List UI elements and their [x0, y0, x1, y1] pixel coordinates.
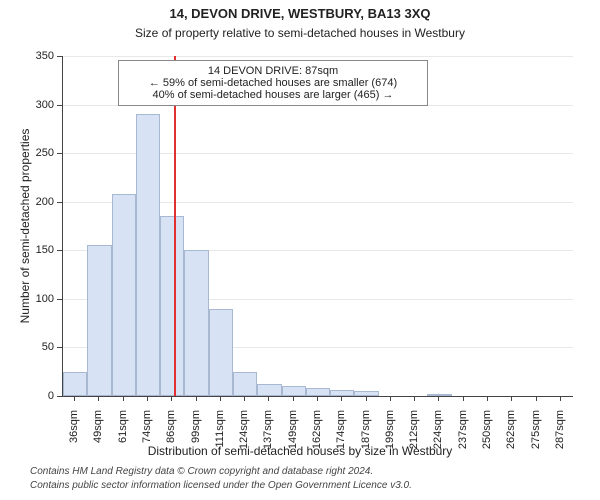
- histogram-bar: [87, 245, 111, 396]
- y-tick-mark: [57, 56, 62, 57]
- x-tick-label: 137sqm: [262, 410, 274, 454]
- y-tick-label: 50: [26, 341, 54, 353]
- y-tick-mark: [57, 250, 62, 251]
- y-tick-label: 250: [26, 147, 54, 159]
- chart-title-address: 14, DEVON DRIVE, WESTBURY, BA13 3XQ: [0, 6, 600, 21]
- annotation-box: 14 DEVON DRIVE: 87sqm← 59% of semi-detac…: [118, 60, 428, 106]
- footer-line-1: Contains HM Land Registry data © Crown c…: [30, 466, 373, 477]
- x-tick-label: 250sqm: [481, 410, 493, 454]
- histogram-bar: [233, 372, 257, 396]
- histogram-bar: [306, 388, 330, 396]
- x-tick-mark: [244, 396, 245, 401]
- histogram-bar: [160, 216, 184, 396]
- y-tick-mark: [57, 202, 62, 203]
- y-tick-label: 100: [26, 293, 54, 305]
- histogram-bar: [209, 309, 233, 396]
- x-tick-mark: [268, 396, 269, 401]
- x-tick-mark: [74, 396, 75, 401]
- y-tick-label: 350: [26, 50, 54, 62]
- x-tick-mark: [536, 396, 537, 401]
- y-tick-label: 200: [26, 196, 54, 208]
- annotation-line: ← 59% of semi-detached houses are smalle…: [127, 77, 419, 89]
- histogram-bar: [136, 114, 160, 396]
- chart-title-subtitle: Size of property relative to semi-detach…: [0, 26, 600, 40]
- x-tick-mark: [123, 396, 124, 401]
- x-tick-label: 199sqm: [384, 410, 396, 454]
- x-tick-label: 49sqm: [92, 410, 104, 454]
- histogram-bar: [112, 194, 136, 396]
- x-tick-mark: [317, 396, 318, 401]
- x-tick-label: 111sqm: [214, 410, 226, 454]
- footer-line-2: Contains public sector information licen…: [30, 480, 412, 491]
- x-tick-label: 124sqm: [238, 410, 250, 454]
- x-tick-mark: [147, 396, 148, 401]
- y-tick-label: 300: [26, 99, 54, 111]
- histogram-bar: [282, 386, 306, 396]
- x-tick-label: 61sqm: [117, 410, 129, 454]
- histogram-bar: [184, 250, 208, 396]
- histogram-bar: [354, 391, 378, 396]
- histogram-bar: [63, 372, 87, 396]
- histogram-bar: [257, 384, 281, 396]
- x-tick-mark: [390, 396, 391, 401]
- x-tick-label: 275sqm: [530, 410, 542, 454]
- x-tick-mark: [487, 396, 488, 401]
- x-tick-mark: [366, 396, 367, 401]
- y-tick-mark: [57, 347, 62, 348]
- chart-container: 14, DEVON DRIVE, WESTBURY, BA13 3XQ Size…: [0, 0, 600, 500]
- x-tick-mark: [171, 396, 172, 401]
- annotation-line: 40% of semi-detached houses are larger (…: [127, 89, 419, 101]
- x-tick-mark: [196, 396, 197, 401]
- marker-line: [174, 56, 176, 396]
- x-tick-mark: [293, 396, 294, 401]
- histogram-bar: [427, 394, 451, 396]
- x-tick-label: 99sqm: [190, 410, 202, 454]
- annotation-line: 14 DEVON DRIVE: 87sqm: [127, 65, 419, 77]
- y-tick-mark: [57, 396, 62, 397]
- x-tick-mark: [560, 396, 561, 401]
- y-tick-label: 0: [26, 390, 54, 402]
- y-tick-label: 150: [26, 244, 54, 256]
- x-tick-mark: [98, 396, 99, 401]
- histogram-bar: [330, 390, 354, 396]
- x-tick-label: 162sqm: [311, 410, 323, 454]
- x-tick-label: 287sqm: [554, 410, 566, 454]
- x-tick-mark: [220, 396, 221, 401]
- x-tick-label: 149sqm: [287, 410, 299, 454]
- x-tick-mark: [438, 396, 439, 401]
- x-tick-label: 224sqm: [432, 410, 444, 454]
- x-tick-label: 212sqm: [408, 410, 420, 454]
- y-gridline: [63, 56, 573, 57]
- x-tick-label: 237sqm: [457, 410, 469, 454]
- plot-area: [62, 56, 573, 397]
- y-tick-mark: [57, 153, 62, 154]
- x-tick-label: 187sqm: [360, 410, 372, 454]
- x-tick-label: 86sqm: [165, 410, 177, 454]
- x-tick-label: 174sqm: [335, 410, 347, 454]
- x-tick-mark: [463, 396, 464, 401]
- x-tick-label: 262sqm: [505, 410, 517, 454]
- y-tick-mark: [57, 105, 62, 106]
- x-tick-mark: [511, 396, 512, 401]
- x-tick-mark: [414, 396, 415, 401]
- x-tick-mark: [341, 396, 342, 401]
- y-tick-mark: [57, 299, 62, 300]
- x-tick-label: 36sqm: [68, 410, 80, 454]
- x-tick-label: 74sqm: [141, 410, 153, 454]
